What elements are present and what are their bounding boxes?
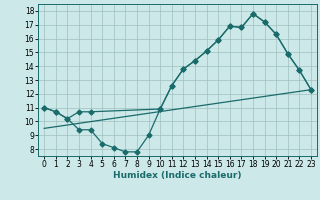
X-axis label: Humidex (Indice chaleur): Humidex (Indice chaleur)	[113, 171, 242, 180]
